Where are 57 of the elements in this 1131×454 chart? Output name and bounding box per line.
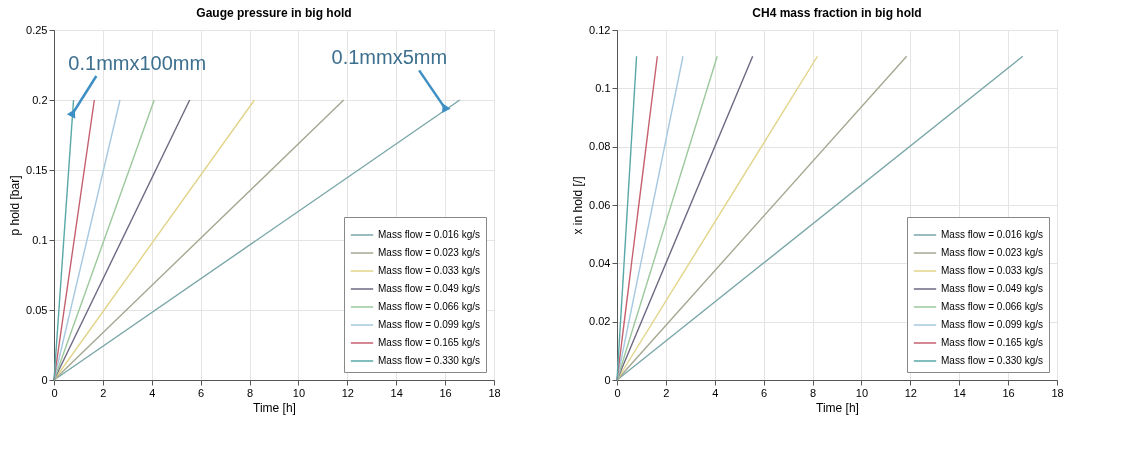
x-tick-label: 8 (246, 386, 254, 399)
legend-label: Mass flow = 0.066 kg/s (378, 301, 480, 312)
x-tick-label: 6 (761, 386, 768, 399)
x-tick-label: 12 (904, 386, 917, 399)
y-tick-label: 0 (604, 373, 611, 386)
legend-label: Mass flow = 0.165 kg/s (378, 337, 480, 348)
x-tick-label: 10 (855, 386, 869, 399)
y-tick-label: 0.02 (589, 315, 611, 328)
x-tick-label: 16 (439, 386, 452, 399)
legend-label: Mass flow = 0.099 kg/s (941, 319, 1043, 330)
annotation: 0.1mmx100mm (68, 52, 207, 74)
x-tick-label: 14 (953, 386, 966, 399)
x-tick-label: 16 (1002, 386, 1015, 399)
legend-label: Mass flow = 0.033 kg/s (378, 265, 480, 276)
y-axis-title: p hold [bar] (8, 175, 23, 236)
annotation: 0.1mmx5mm (331, 46, 448, 69)
legend-label: Mass flow = 0.016 kg/s (941, 229, 1043, 240)
y-tick-label: 0.06 (589, 198, 611, 211)
x-tick-label: 0 (614, 386, 621, 399)
x-axis-title: Time [h] (816, 400, 859, 415)
y-tick-label: 0.1 (595, 81, 611, 94)
y-tick-label: 0.08 (589, 140, 611, 153)
x-tick-label: 2 (663, 386, 670, 399)
legend-label: Mass flow = 0.023 kg/s (941, 247, 1043, 258)
x-tick-label: 4 (712, 386, 719, 399)
legend-label: Mass flow = 0.330 kg/s (378, 355, 480, 366)
x-tick-label: 2 (100, 386, 107, 399)
legend-label: Mass flow = 0.023 kg/s (378, 247, 480, 258)
x-tick-label: 12 (341, 386, 354, 399)
legend-label: Mass flow = 0.165 kg/s (941, 337, 1043, 348)
legend-label: Mass flow = 0.066 kg/s (941, 301, 1043, 312)
legend-label: Mass flow = 0.049 kg/s (941, 283, 1043, 294)
legend-label: Mass flow = 0.330 kg/s (941, 355, 1043, 366)
y-tick-label: 0.15 (26, 163, 48, 176)
y-tick-label: 0.2 (32, 93, 48, 106)
legend-label: Mass flow = 0.049 kg/s (378, 283, 480, 294)
chart-title: CH4 mass fraction in big hold (752, 6, 922, 20)
y-tick-label: 0.05 (26, 303, 48, 316)
y-axis-title: x in hold [/] (571, 176, 586, 235)
legend-label: Mass flow = 0.099 kg/s (378, 319, 480, 330)
y-tick-label: 0.1 (32, 233, 48, 246)
x-tick-label: 14 (390, 386, 403, 399)
x-tick-label: 4 (149, 386, 156, 399)
legend-label: Mass flow = 0.016 kg/s (378, 229, 480, 240)
x-tick-label: 18 (488, 386, 501, 399)
y-tick-label: 0.12 (589, 23, 611, 36)
x-tick-label: 0 (51, 386, 58, 399)
x-tick-label: 18 (1051, 386, 1064, 399)
y-tick-label: 0 (41, 373, 48, 386)
x-tick-label: 8 (809, 386, 817, 399)
x-axis-title: Time [h] (253, 400, 296, 415)
x-tick-label: 6 (198, 386, 205, 399)
y-tick-label: 0.04 (589, 256, 611, 269)
y-tick-label: 0.25 (26, 23, 48, 36)
legend-label: Mass flow = 0.033 kg/s (941, 265, 1043, 276)
x-tick-label: 10 (292, 386, 306, 399)
chart-title: Gauge pressure in big hold (196, 6, 352, 20)
